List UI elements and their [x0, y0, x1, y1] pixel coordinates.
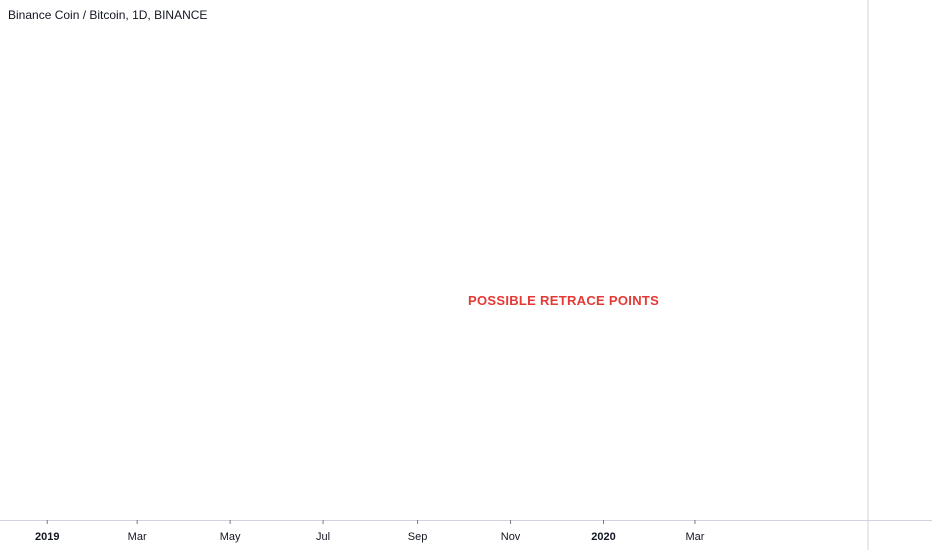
x-tick-label: Mar	[128, 531, 147, 543]
x-tick-label: Jul	[316, 531, 330, 543]
x-tick-label: May	[220, 531, 241, 543]
retrace-annotation: POSSIBLE RETRACE POINTS	[468, 293, 659, 308]
plot-area: POSSIBLE RETRACE POINTS	[468, 293, 659, 308]
x-tick-label: Mar	[685, 531, 704, 543]
x-tick-label: 2020	[591, 531, 615, 543]
x-tick-label: Nov	[501, 531, 521, 543]
x-tick-label: 2019	[35, 531, 59, 543]
chart-title: Binance Coin / Bitcoin, 1D, BINANCE	[6, 8, 210, 22]
x-tick-label: Sep	[408, 531, 428, 543]
